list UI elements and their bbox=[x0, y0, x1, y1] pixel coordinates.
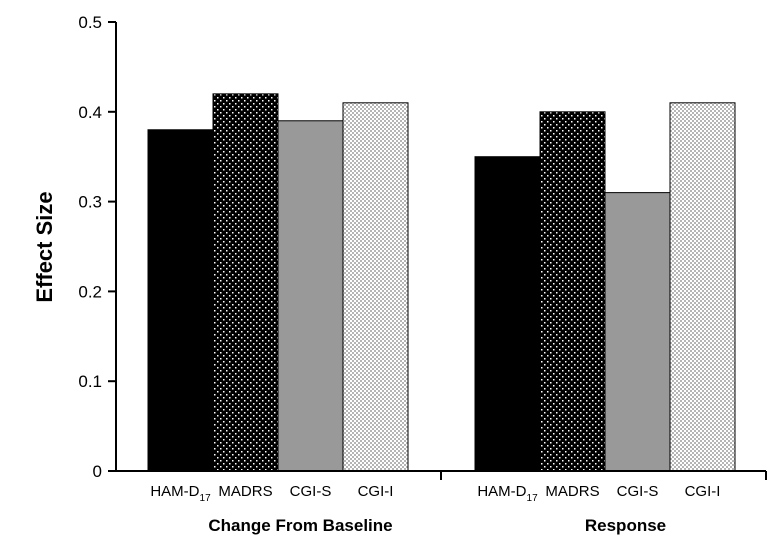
y-tick-label: 0.2 bbox=[78, 282, 102, 301]
x-axis bbox=[440, 471, 767, 480]
category-label: MADRS bbox=[545, 483, 599, 500]
group-label: Change From Baseline bbox=[208, 516, 392, 535]
bar-cgi-s-response bbox=[604, 192, 671, 472]
category-label-main: MADRS bbox=[218, 483, 272, 500]
category-label: CGI-S bbox=[617, 483, 659, 500]
category-label: CGI-I bbox=[685, 483, 721, 500]
category-label-main: CGI-S bbox=[617, 483, 659, 500]
group-label: Response bbox=[585, 516, 666, 535]
category-label-main: CGI-I bbox=[685, 483, 721, 500]
category-label: MADRS bbox=[218, 483, 272, 500]
y-tick-label: 0 bbox=[93, 462, 102, 481]
bar-madrs-change-from-baseline bbox=[212, 93, 279, 472]
category-label-subscript: 17 bbox=[527, 493, 539, 504]
y-tick-label: 0.1 bbox=[78, 372, 102, 391]
y-tick-label: 0.4 bbox=[78, 103, 102, 122]
bar-ham-d17-response bbox=[474, 156, 541, 472]
bar-ham-d17-change-from-baseline bbox=[147, 129, 214, 472]
bar-cgi-s-change-from-baseline bbox=[277, 120, 344, 472]
group-labels: Change From Baseline Response bbox=[208, 516, 666, 535]
category-labels: HAM-D17 MADRS CGI-S CGI-I HAM-D17 MADRS CGI-S C… bbox=[150, 483, 720, 504]
bar-madrs-response bbox=[539, 111, 606, 472]
bar-cgi-i-response bbox=[669, 102, 736, 472]
category-label: HAM-D17 bbox=[477, 483, 538, 504]
category-label-main: CGI-S bbox=[290, 483, 332, 500]
y-axis-label: Effect Size bbox=[32, 191, 57, 302]
y-tick-label: 0.5 bbox=[78, 13, 102, 32]
category-label-main: CGI-I bbox=[358, 483, 394, 500]
category-label: CGI-I bbox=[358, 483, 394, 500]
y-axis-ticks: 0 0.1 0.2 0.3 0.4 0.5 bbox=[78, 13, 116, 481]
category-label-main: HAM-D bbox=[477, 483, 526, 500]
category-label: CGI-S bbox=[290, 483, 332, 500]
category-label-main: MADRS bbox=[545, 483, 599, 500]
bar-cgi-i-change-from-baseline bbox=[342, 102, 409, 472]
category-label-main: HAM-D bbox=[150, 483, 199, 500]
category-label-subscript: 17 bbox=[200, 493, 212, 504]
bars-layer bbox=[147, 93, 736, 472]
category-label: HAM-D17 bbox=[150, 483, 211, 504]
y-tick-label: 0.3 bbox=[78, 193, 102, 212]
